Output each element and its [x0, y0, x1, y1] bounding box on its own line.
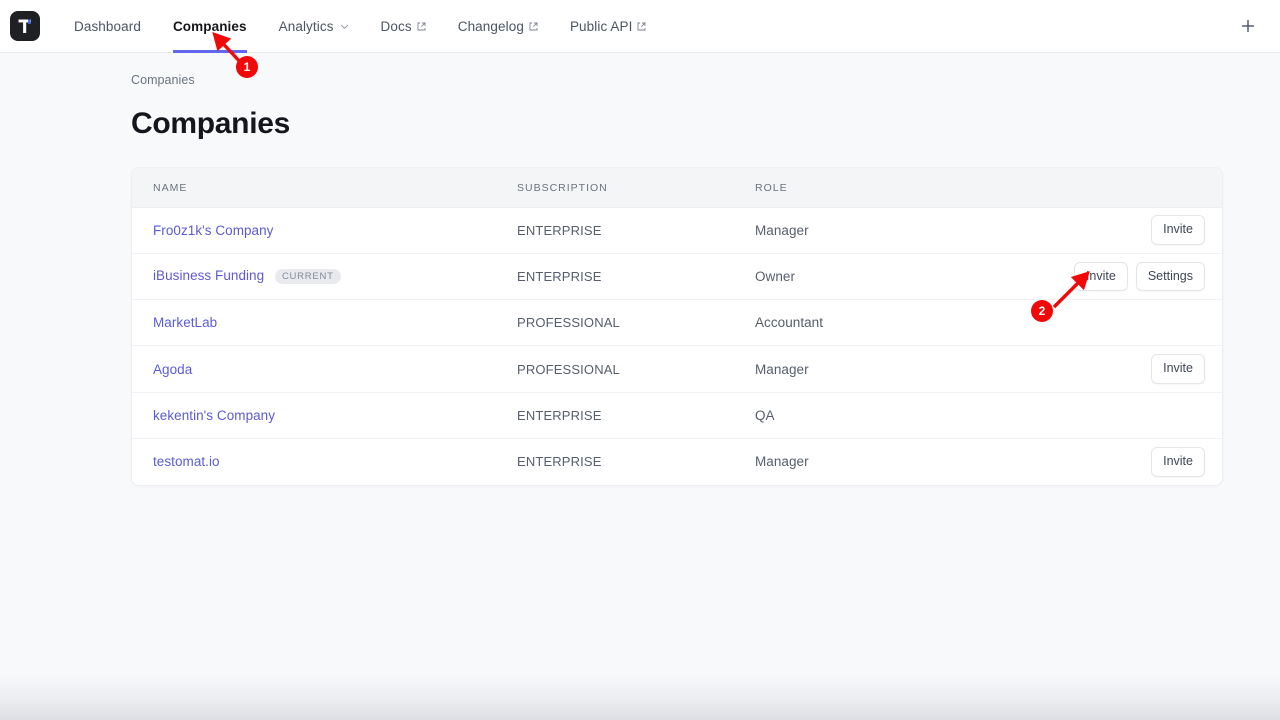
page-title: Companies [131, 107, 291, 140]
testomat-t-logo-icon [18, 19, 31, 33]
table-head: NAME SUBSCRIPTION ROLE [132, 167, 1222, 208]
breadcrumb-item-companies[interactable]: Companies [131, 73, 195, 87]
cell-actions: Invite [1005, 207, 1222, 254]
chevron-down-icon [340, 22, 349, 31]
cell-role: Accountant [755, 299, 1005, 347]
subscription-value: ENTERPRISE [517, 268, 602, 284]
nav-item-label: Docs [380, 18, 412, 34]
cell-subscription: PROFESSIONAL [517, 299, 755, 347]
companies-card: NAME SUBSCRIPTION ROLE Fro0z1k's Company… [131, 166, 1223, 486]
table-row: Fro0z1k's Company ENTERPRISE Manager Inv… [132, 207, 1222, 254]
cell-subscription: ENTERPRISE [517, 253, 755, 301]
nav-items: Dashboard Companies Analytics Docs Chang… [58, 0, 662, 53]
cell-name: MarketLab [132, 299, 517, 347]
subscription-value: ENTERPRISE [517, 454, 602, 470]
external-link-icon [417, 22, 426, 31]
app-logo[interactable] [10, 11, 40, 41]
cell-role: Owner [755, 253, 1005, 301]
companies-table: NAME SUBSCRIPTION ROLE Fro0z1k's Company… [132, 167, 1222, 485]
table-row: testomat.io ENTERPRISE Manager Invite [132, 438, 1222, 484]
row-actions: Invite Settings [1005, 261, 1205, 292]
add-button[interactable] [1235, 13, 1261, 39]
nav-item-public-api[interactable]: Public API [554, 0, 663, 53]
invite-button[interactable]: Invite [1073, 261, 1128, 292]
cell-name: Agoda [132, 345, 517, 393]
role-value: Accountant [755, 315, 824, 331]
nav-item-analytics[interactable]: Analytics [263, 0, 365, 53]
plus-icon [1241, 19, 1255, 33]
nav-item-companies[interactable]: Companies [157, 0, 263, 53]
nav-item-dashboard[interactable]: Dashboard [58, 0, 157, 53]
subscription-value: PROFESSIONAL [517, 315, 620, 331]
table-row: kekentin's Company ENTERPRISE QA [132, 392, 1222, 439]
external-link-icon [529, 22, 538, 31]
company-link[interactable]: testomat.io [153, 454, 220, 470]
cell-name: testomat.io [132, 438, 517, 484]
page-body: Companies Companies NAME SUBSCRIPTION RO… [0, 53, 1280, 486]
settings-button[interactable]: Settings [1135, 261, 1205, 292]
nav-item-label: Public API [569, 18, 633, 34]
cell-name: kekentin's Company [132, 392, 517, 439]
invite-button[interactable]: Invite [1151, 446, 1205, 477]
cell-actions: Invite [1005, 438, 1222, 484]
company-link[interactable]: kekentin's Company [153, 407, 276, 423]
company-link[interactable]: MarketLab [153, 315, 218, 331]
breadcrumb: Companies [131, 53, 1223, 87]
table-header-row: NAME SUBSCRIPTION ROLE [132, 167, 1222, 208]
role-value: Manager [755, 222, 809, 238]
nav-item-docs[interactable]: Docs [365, 0, 442, 53]
role-value: Manager [755, 361, 809, 377]
invite-button[interactable]: Invite [1151, 354, 1205, 384]
status-badge: CURRENT [274, 268, 341, 285]
cell-actions [1005, 299, 1222, 347]
nav-item-label: Changelog [457, 18, 524, 34]
subscription-value: ENTERPRISE [517, 222, 602, 238]
cell-role: Manager [755, 345, 1005, 393]
external-link-icon [637, 22, 646, 31]
nav-item-label: Dashboard [74, 18, 141, 34]
cell-role: Manager [755, 207, 1005, 254]
company-link[interactable]: Fro0z1k's Company [153, 222, 274, 238]
row-actions: Invite [1005, 215, 1205, 246]
cell-actions: Invite [1005, 345, 1222, 393]
cell-subscription: ENTERPRISE [517, 438, 755, 484]
top-navbar: Dashboard Companies Analytics Docs Chang… [0, 0, 1280, 53]
table-row: iBusiness Funding CURRENT ENTERPRISE Own… [132, 253, 1222, 301]
bottom-fade-overlay [0, 674, 1280, 720]
nav-item-changelog[interactable]: Changelog [442, 0, 554, 53]
company-link[interactable]: iBusiness Funding [153, 268, 265, 284]
cell-subscription: PROFESSIONAL [517, 345, 755, 393]
nav-item-label: Analytics [278, 18, 334, 34]
subscription-value: ENTERPRISE [517, 407, 602, 423]
cell-actions [1005, 392, 1222, 439]
content-container: Companies Companies NAME SUBSCRIPTION RO… [0, 53, 1280, 486]
subscription-value: PROFESSIONAL [517, 361, 620, 377]
column-header-actions [1005, 167, 1222, 208]
table-row: MarketLab PROFESSIONAL Accountant [132, 299, 1222, 347]
invite-button[interactable]: Invite [1151, 215, 1205, 246]
role-value: Owner [755, 268, 796, 284]
cell-subscription: ENTERPRISE [517, 207, 755, 254]
nav-item-label: Companies [172, 18, 247, 34]
cell-subscription: ENTERPRISE [517, 392, 755, 439]
cell-role: QA [755, 392, 1005, 439]
company-link[interactable]: Agoda [153, 361, 193, 377]
cell-name: Fro0z1k's Company [132, 207, 517, 254]
table-body: Fro0z1k's Company ENTERPRISE Manager Inv… [132, 207, 1222, 485]
column-header-name: NAME [132, 167, 517, 208]
cell-name: iBusiness Funding CURRENT [132, 253, 517, 301]
row-actions: Invite [1005, 446, 1205, 477]
role-value: QA [755, 407, 775, 423]
cell-role: Manager [755, 438, 1005, 484]
cell-actions: Invite Settings [1005, 253, 1222, 301]
row-actions: Invite [1005, 354, 1205, 384]
role-value: Manager [755, 454, 809, 470]
column-header-subscription: SUBSCRIPTION [517, 167, 755, 208]
column-header-role: ROLE [755, 167, 1005, 208]
table-row: Agoda PROFESSIONAL Manager Invite [132, 345, 1222, 393]
